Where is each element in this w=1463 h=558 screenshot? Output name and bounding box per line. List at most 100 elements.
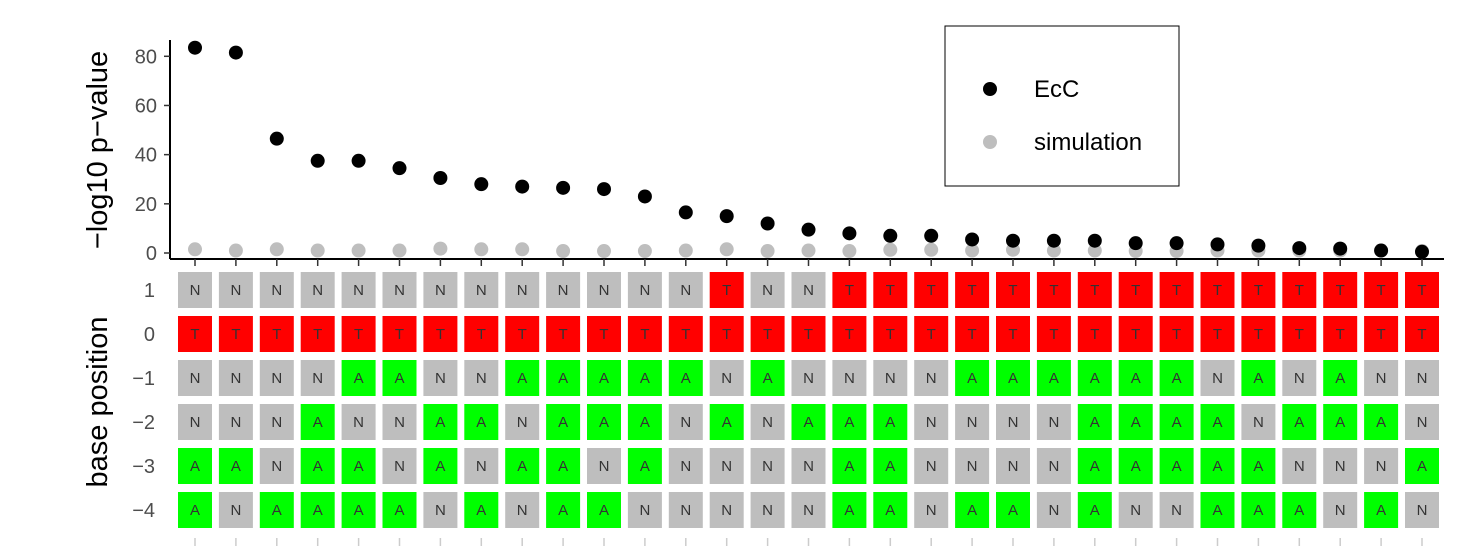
heatmap-cell-label: N [394,414,405,431]
simulation-point [188,242,202,257]
heatmap-cell [1282,404,1317,440]
heatmap-cell-label: T [436,326,445,343]
heatmap-row-label: 1 [144,280,155,302]
heatmap-cell [1405,404,1439,440]
ecc-point [842,226,857,241]
simulation-point [474,242,489,257]
heatmap-cell [423,448,458,484]
heatmap-cell [873,448,908,484]
heatmap-cell [178,448,212,484]
heatmap-cells: N N N N N N N N N N N N N T N N T T T T T T T T T T T T T T T T T T T T T T T T… [178,272,1439,528]
heatmap-cell [1323,492,1358,528]
heatmap-cell [587,316,621,352]
heatmap-row-labels: 1 0 −1 −2 −3 −4 [132,280,155,522]
heatmap-cell-label: N [721,370,732,387]
heatmap-cell-label: N [271,414,282,431]
ecc-point [515,179,530,194]
heatmap-cell-label: T [1336,282,1345,299]
heatmap-cell-label: A [844,458,854,475]
ecc-point [556,180,571,195]
heatmap-cell-label: N [1376,458,1387,475]
heatmap-cell [914,316,949,352]
heatmap-cell [750,272,785,308]
heatmap-cell [996,404,1030,440]
heatmap-cell [587,448,621,484]
heatmap-cell-label: N [1048,414,1059,431]
heatmap-cell-label: T [1213,326,1222,343]
ecc-point [310,153,325,168]
heatmap-cell-label: A [967,502,977,519]
ecc-series [188,40,1429,259]
heatmap-cell [1159,272,1194,308]
heatmap-cell-label: T [231,326,240,343]
heatmap-cell-label: A [558,370,568,387]
heatmap-cell-label: N [803,458,814,475]
heatmap-cell-label: N [762,502,773,519]
heatmap-cell [1159,404,1194,440]
heatmap-cell-label: A [313,458,323,475]
heatmap-cell [1364,404,1399,440]
heatmap-cell [505,492,540,528]
heatmap-cell [1077,492,1112,528]
heatmap-row-label: 0 [144,324,155,346]
ecc-point [433,171,448,186]
heatmap-cell-label: N [721,458,732,475]
heatmap-cell [955,404,990,440]
heatmap-cell [1036,492,1071,528]
simulation-point [269,242,284,257]
heatmap-cell [464,316,499,352]
heatmap-cell-label: T [1131,326,1140,343]
simulation-point [310,243,325,258]
heatmap-cell [1405,360,1439,396]
heatmap-cell [996,360,1030,396]
heatmap-cell-label: T [845,282,854,299]
heatmap-cell [464,448,499,484]
heatmap-cell-label: A [1131,458,1141,475]
simulation-point [392,243,407,258]
heatmap-cell-label: T [722,282,731,299]
heatmap-cell [1282,316,1317,352]
heatmap-cell-label: N [803,370,814,387]
heatmap-cell-label: N [435,282,446,299]
heatmap-cell-label: A [354,370,364,387]
heatmap-cell [1405,272,1439,308]
heatmap-cell-label: N [885,370,896,387]
heatmap-cell [505,448,540,484]
heatmap-cell [423,404,458,440]
heatmap-cell-label: A [1253,502,1263,519]
heatmap-cell-label: T [968,282,977,299]
heatmap-cell-label: A [517,370,527,387]
heatmap-cell [873,272,908,308]
heatmap-cell-label: T [1254,326,1263,343]
heatmap-cell-label: T [927,282,936,299]
heatmap-cell [1200,360,1235,396]
heatmap-cell [1241,492,1276,528]
heatmap-cell-label: A [394,370,404,387]
simulation-point [883,242,898,257]
heatmap-cell-label: N [680,502,691,519]
heatmap-cell [996,492,1030,528]
heatmap-cell-label: A [844,414,854,431]
heatmap-cell-label: N [803,282,814,299]
heatmap-cell [1405,316,1439,352]
heatmap-cell-label: N [926,370,937,387]
heatmap-cell-label: N [353,282,364,299]
heatmap-panel: 1 0 −1 −2 −3 −4 N N N N N N N N N N N N N T N N T T T T T T T T T T T T T… [82,272,1439,546]
heatmap-cell [587,404,621,440]
heatmap-cell-label: A [1090,414,1100,431]
heatmap-cell-label: N [394,282,405,299]
heatmap-cell [914,272,949,308]
heatmap-cell [627,492,662,528]
heatmap-cell-label: N [1335,458,1346,475]
ecc-point [188,40,202,55]
heatmap-cell [259,448,294,484]
heatmap-cell-label: N [476,458,487,475]
heatmap-cell-label: T [722,326,731,343]
heatmap-cell [546,272,581,308]
heatmap-cell [873,316,908,352]
simulation-point [433,241,448,256]
heatmap-cell-label: A [885,414,895,431]
simulation-point [842,244,857,259]
heatmap-cell-label: A [1417,458,1427,475]
heatmap-cell [914,492,949,528]
